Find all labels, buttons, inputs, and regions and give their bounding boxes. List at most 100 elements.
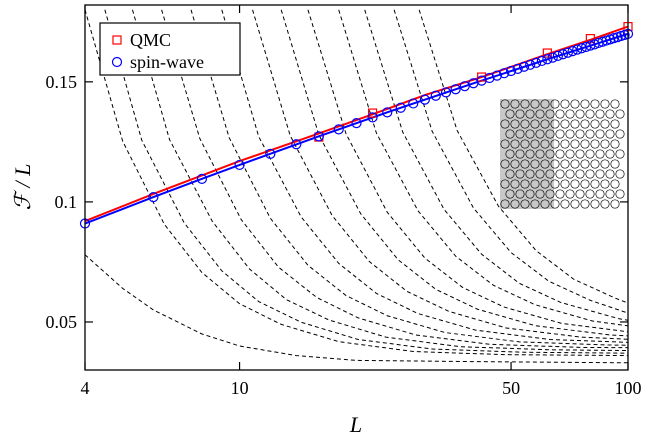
inset-site bbox=[550, 199, 560, 209]
y-tick-label: 0.15 bbox=[46, 72, 78, 92]
inset-site bbox=[550, 159, 560, 169]
inset-site bbox=[500, 179, 510, 189]
inset-site bbox=[520, 159, 530, 169]
inset-site bbox=[555, 109, 565, 119]
inset-site bbox=[560, 199, 570, 209]
inset-site bbox=[505, 189, 515, 199]
inset-site bbox=[600, 139, 610, 149]
inset-site bbox=[525, 169, 535, 179]
inset-site bbox=[585, 109, 595, 119]
inset-site bbox=[595, 109, 605, 119]
inset-site bbox=[585, 189, 595, 199]
inset-site bbox=[535, 189, 545, 199]
inset-site bbox=[575, 189, 585, 199]
inset-site bbox=[520, 139, 530, 149]
inset-site bbox=[615, 189, 625, 199]
plot-frame bbox=[84, 4, 629, 371]
data-point bbox=[450, 84, 461, 95]
inset-site bbox=[565, 189, 575, 199]
inset-site bbox=[510, 179, 520, 189]
inset-site bbox=[550, 119, 560, 129]
inset-site bbox=[520, 179, 530, 189]
data-point bbox=[351, 118, 362, 129]
inset-site bbox=[555, 169, 565, 179]
inset-site bbox=[570, 179, 580, 189]
inset-site bbox=[575, 149, 585, 159]
data-point bbox=[430, 90, 441, 101]
inset-site bbox=[555, 189, 565, 199]
data-point bbox=[531, 57, 542, 68]
inset-site bbox=[530, 99, 540, 109]
y-axis-label: ℱ / L bbox=[10, 164, 35, 211]
inset-site bbox=[515, 129, 525, 139]
inset-site bbox=[565, 149, 575, 159]
inset-site bbox=[550, 99, 560, 109]
inset-site bbox=[560, 119, 570, 129]
inset-site bbox=[590, 179, 600, 189]
y-tick-label: 0.05 bbox=[46, 312, 78, 332]
inset-site bbox=[530, 179, 540, 189]
inset-site bbox=[600, 199, 610, 209]
inset-site bbox=[615, 109, 625, 119]
inset-site bbox=[560, 139, 570, 149]
inset-site bbox=[545, 189, 555, 199]
legend-marker bbox=[112, 35, 122, 45]
inset-site bbox=[615, 129, 625, 139]
guide-curve bbox=[307, 9, 628, 333]
inset-site bbox=[530, 159, 540, 169]
x-tick-label: 4 bbox=[81, 378, 90, 398]
data-point bbox=[572, 44, 583, 55]
legend-label: spin-wave bbox=[130, 52, 204, 72]
inset-site bbox=[540, 199, 550, 209]
inset-site bbox=[515, 169, 525, 179]
inset-site bbox=[570, 159, 580, 169]
inset-site bbox=[540, 139, 550, 149]
lattice-inset bbox=[500, 99, 625, 209]
inset-site bbox=[575, 129, 585, 139]
guide-curve bbox=[338, 9, 628, 327]
data-point bbox=[499, 68, 510, 79]
inset-site bbox=[545, 109, 555, 119]
inset-site bbox=[600, 99, 610, 109]
inset-site bbox=[510, 139, 520, 149]
x-tick-label: 50 bbox=[502, 378, 520, 398]
inset-site bbox=[520, 199, 530, 209]
guide-curve bbox=[364, 9, 628, 321]
data-point bbox=[291, 139, 302, 150]
data-point bbox=[505, 65, 517, 77]
inset-site bbox=[570, 99, 580, 109]
x-tick-label: 100 bbox=[615, 378, 642, 398]
data-point bbox=[408, 98, 419, 109]
inset-site bbox=[530, 139, 540, 149]
inset-site bbox=[580, 119, 590, 129]
inset-site bbox=[545, 149, 555, 159]
data-point bbox=[552, 50, 564, 62]
data-point bbox=[313, 131, 324, 142]
inset-site bbox=[585, 169, 595, 179]
inset-site bbox=[505, 129, 515, 139]
inset-site bbox=[570, 139, 580, 149]
data-point bbox=[367, 112, 378, 123]
guide-curve bbox=[85, 9, 628, 357]
data-point bbox=[547, 52, 558, 63]
inset-site bbox=[580, 179, 590, 189]
data-point bbox=[484, 72, 495, 84]
inset-site bbox=[555, 129, 565, 139]
guide-curve bbox=[221, 9, 628, 343]
inset-site bbox=[610, 99, 620, 109]
inset-site bbox=[615, 149, 625, 159]
inset-site bbox=[585, 149, 595, 159]
data-point bbox=[367, 108, 378, 118]
guide-curve bbox=[131, 9, 628, 352]
data-point bbox=[196, 173, 208, 184]
inset-site bbox=[600, 119, 610, 129]
inset-site bbox=[605, 129, 615, 139]
inset-site bbox=[580, 99, 590, 109]
inset-site bbox=[530, 119, 540, 129]
inset-site bbox=[500, 119, 510, 129]
inset-site bbox=[520, 119, 530, 129]
data-point bbox=[536, 55, 547, 67]
inset-site bbox=[510, 159, 520, 169]
